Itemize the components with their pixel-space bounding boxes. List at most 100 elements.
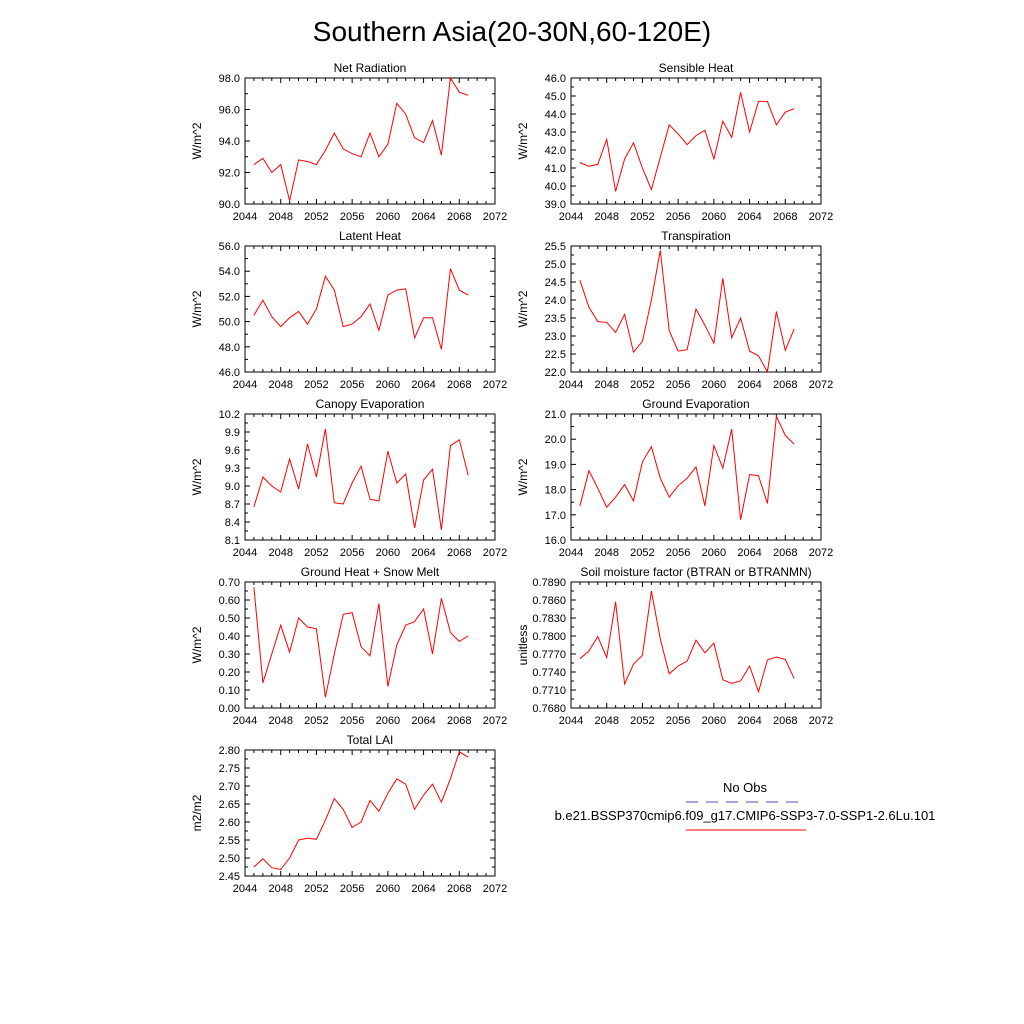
x-tick-label: 2056 [340,715,364,727]
y-tick-label: 25.5 [545,241,566,253]
panel-6: Ground Evaporation W/m^2 2044 2048 2052 2056 2… [516,397,833,559]
y-tick-label: 0.7860 [532,595,566,607]
legend: No Obs b.e21.BSSP370cmip6.f09_g17.CMIP6-… [555,780,936,831]
x-tick-label: 2056 [666,211,690,223]
panels: Net Radiation W/m^2 2044 2048 2052 2056 2060 20… [190,61,833,895]
y-tick-label: 92.0 [219,168,240,180]
plot-frame [244,581,496,709]
x-tick-label: 2064 [411,715,435,727]
x-tick-label: 2044 [233,715,257,727]
x-tick-label: 2072 [483,211,507,223]
x-tick-label: 2048 [594,211,618,223]
x-tick-label: 2056 [666,715,690,727]
y-tick-label: 0.7710 [532,685,566,697]
x-tick-label: 2056 [340,211,364,223]
y-tick-label: 2.60 [219,817,240,829]
y-tick-label: 40.0 [545,181,566,193]
y-tick-label: 45.0 [545,91,566,103]
x-tick-label: 2060 [702,211,726,223]
panel-4: Transpiration W/m^2 2044 2048 2052 2056 2060 20… [516,229,833,391]
y-tick-label: 24.5 [545,277,566,289]
y-tick-label: 2.75 [219,763,240,775]
y-tick-label: 23.5 [545,313,566,325]
y-tick-label: 0.70 [219,577,240,589]
x-tick-label: 2048 [594,547,618,559]
x-tick-label: 2072 [809,547,833,559]
y-tick-label: 2.70 [219,781,240,793]
x-tick-label: 2060 [376,547,400,559]
y-tick-label: 2.80 [219,745,240,757]
x-tick-label: 2072 [483,883,507,895]
x-tick-label: 2068 [447,883,471,895]
panel-title: Net Radiation [334,61,407,75]
x-tick-label: 2060 [702,379,726,391]
x-tick-label: 2068 [773,547,797,559]
y-tick-label: 0.50 [219,613,240,625]
panel-title: Latent Heat [339,229,402,243]
y-tick-label: 44.0 [545,109,566,121]
legend-model-label: b.e21.BSSP370cmip6.f09_g17.CMIP6-SSP3-7.… [555,808,936,823]
plot-frame [244,413,496,541]
x-tick-label: 2048 [594,715,618,727]
series-line [253,751,469,871]
legend-obs-label: No Obs [723,780,768,795]
y-tick-label: 0.00 [219,703,240,715]
series-line [579,92,795,192]
y-tick-label: 9.9 [225,427,240,439]
x-tick-label: 2048 [268,379,292,391]
y-axis-label: W/m^2 [516,290,530,327]
x-tick-label: 2044 [559,715,583,727]
x-tick-label: 2060 [376,883,400,895]
x-tick-label: 2052 [630,715,654,727]
y-tick-label: 0.40 [219,631,240,643]
x-tick-label: 2068 [447,547,471,559]
x-tick-label: 2052 [304,883,328,895]
x-tick-label: 2052 [630,379,654,391]
y-tick-label: 48.0 [219,342,240,354]
x-tick-label: 2068 [447,379,471,391]
x-tick-label: 2064 [411,379,435,391]
x-tick-label: 2064 [737,715,761,727]
y-tick-label: 0.30 [219,649,240,661]
panel-8: Soil moisture factor (BTRAN or BTRANMN) u… [516,565,833,727]
x-tick-label: 2044 [233,211,257,223]
plot-frame [570,413,822,541]
x-tick-label: 2056 [340,547,364,559]
y-tick-label: 0.7740 [532,667,566,679]
y-tick-label: 22.5 [545,349,566,361]
y-tick-label: 9.0 [225,481,240,493]
series-line [253,76,469,201]
plot-frame [244,245,496,373]
y-axis-label: m2/m2 [190,794,204,831]
x-tick-label: 2052 [304,379,328,391]
y-tick-label: 42.0 [545,145,566,157]
y-tick-label: 98.0 [219,73,240,85]
panel-2: Sensible Heat W/m^2 2044 2048 2052 2056 2060 20… [516,61,833,223]
y-tick-label: 2.50 [219,853,240,865]
y-tick-label: 10.2 [219,409,240,421]
y-tick-label: 8.7 [225,499,240,511]
x-tick-label: 2048 [594,379,618,391]
y-axis-label: W/m^2 [190,122,204,159]
panel-title: Sensible Heat [659,61,734,75]
y-tick-label: 9.3 [225,463,240,475]
x-tick-label: 2052 [304,211,328,223]
series-line [253,268,469,350]
y-tick-label: 23.0 [545,331,566,343]
y-tick-label: 2.65 [219,799,240,811]
x-tick-label: 2056 [666,547,690,559]
y-tick-label: 0.7890 [532,577,566,589]
panel-5: Canopy Evaporation W/m^2 2044 2048 2052 2056 2… [190,397,507,559]
x-tick-label: 2064 [411,547,435,559]
x-tick-label: 2060 [702,715,726,727]
y-tick-label: 39.0 [545,199,566,211]
y-tick-label: 8.1 [225,535,240,547]
panel-title: Ground Heat + Snow Melt [301,565,440,579]
y-tick-label: 0.60 [219,595,240,607]
panel-title: Soil moisture factor (BTRAN or BTRANMN) [580,565,811,579]
panel-9: Total LAI m2/m2 2044 2048 2052 2056 2060 2064 20… [190,733,507,895]
y-tick-label: 94.0 [219,136,240,148]
x-tick-label: 2044 [559,379,583,391]
y-tick-label: 0.20 [219,667,240,679]
y-tick-label: 16.0 [545,535,566,547]
